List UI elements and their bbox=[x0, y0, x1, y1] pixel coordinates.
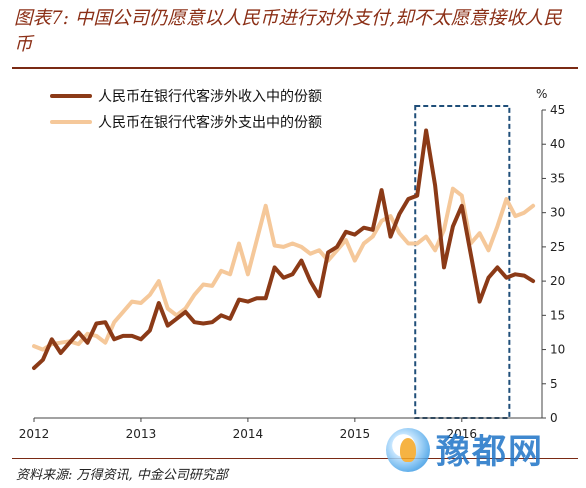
y-tick-label: 10 bbox=[550, 343, 565, 357]
y-tick-label: 15 bbox=[550, 308, 565, 322]
y-tick-label: 20 bbox=[550, 274, 565, 288]
y-tick-label: 30 bbox=[550, 206, 565, 220]
y-tick-label: 40 bbox=[550, 137, 565, 151]
highlight-box bbox=[414, 105, 511, 419]
source-divider bbox=[12, 458, 578, 459]
x-tick-label: 2015 bbox=[340, 427, 371, 441]
series-line-payments bbox=[32, 186, 536, 352]
source-note: 资料来源: 万得资讯, 中金公司研究部 bbox=[16, 468, 228, 483]
title-divider bbox=[12, 67, 578, 69]
x-tick-label: 2014 bbox=[233, 427, 264, 441]
series-line-receipts bbox=[32, 128, 536, 370]
y-tick-label: 45 bbox=[550, 103, 565, 117]
watermark-text: 豫都网 bbox=[436, 432, 544, 472]
y-tick-label: 25 bbox=[550, 240, 565, 254]
y-tick-label: 35 bbox=[550, 171, 565, 185]
y-axis-unit: % bbox=[536, 87, 547, 101]
y-tick-label: 5 bbox=[550, 377, 558, 391]
legend-label: 人民币在银行代客涉外支出中的份额 bbox=[98, 114, 322, 131]
x-tick-label: 2013 bbox=[126, 427, 157, 441]
y-tick-label: 0 bbox=[550, 411, 558, 425]
yudu-logo-icon bbox=[386, 428, 430, 472]
x-tick-label: 2012 bbox=[19, 427, 50, 441]
legend-label: 人民币在银行代客涉外收入中的份额 bbox=[98, 88, 322, 105]
x-tick-label: 2016 bbox=[447, 427, 478, 441]
chart-title: 图表7: 中国公司仍愿意以人民币进行对外支付,却不太愿意接收人民币 bbox=[14, 8, 562, 55]
watermark: 豫都网 bbox=[380, 420, 580, 478]
